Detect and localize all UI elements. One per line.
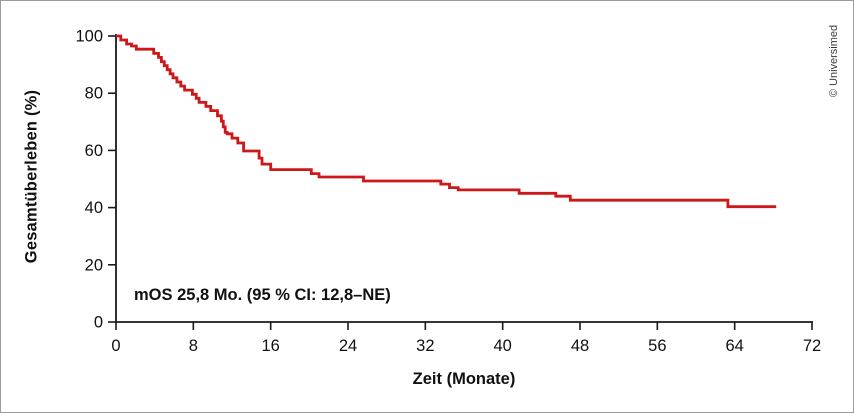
y-tick-label: 100 (75, 28, 103, 46)
copyright-credit: © Universimed (828, 24, 840, 98)
x-tick-label: 32 (416, 337, 434, 355)
y-tick-label: 80 (85, 85, 103, 103)
x-tick-label: 8 (189, 337, 198, 355)
median-os-annotation: mOS 25,8 Mo. (95 % CI: 12,8–NE) (134, 286, 391, 304)
y-tick-label: 40 (85, 199, 103, 217)
survival-curve-line (116, 34, 777, 209)
x-tick-label: 48 (571, 337, 589, 355)
x-tick-label: 64 (725, 337, 743, 355)
x-tick-label: 56 (648, 337, 666, 355)
x-tick-label: 40 (493, 337, 511, 355)
x-tick-label: 0 (111, 337, 120, 355)
y-tick-label: 20 (85, 256, 103, 274)
y-tick-label: 0 (94, 314, 103, 332)
x-tick-label: 24 (339, 337, 357, 355)
y-tick-label: 60 (85, 142, 103, 160)
x-axis-title: Zeit (Monate) (412, 370, 516, 388)
x-tick-label: 16 (261, 337, 279, 355)
y-axis-title: Gesamtüberleben (%) (22, 89, 41, 264)
x-tick-label: 72 (803, 337, 821, 355)
